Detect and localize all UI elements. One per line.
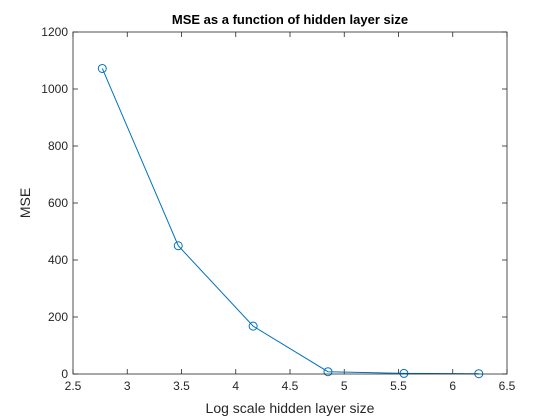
y-tick-label: 400 (48, 253, 68, 267)
chart-title: MSE as a function of hidden layer size (172, 12, 408, 27)
y-tick-label: 800 (48, 139, 68, 153)
y-tick-label: 1000 (41, 82, 68, 96)
x-tick-label: 2.5 (65, 379, 82, 393)
ticks: 2.5 3 3.5 4 4.5 5 5.5 6 6.5 0 200 400 600 800 1000 1200 (41, 25, 515, 393)
data-point-marker (173, 241, 183, 251)
y-axis-title: MSE (17, 188, 33, 218)
x-tick-label: 5.5 (390, 379, 407, 393)
x-tick-label: 6 (449, 379, 456, 393)
y-tick-label: 200 (48, 310, 68, 324)
x-tick-label: 6.5 (499, 379, 516, 393)
x-tick-label: 5 (341, 379, 348, 393)
axes-box (72, 31, 508, 375)
y-tick-label: 0 (61, 367, 68, 381)
x-tick-label: 4.5 (282, 379, 299, 393)
y-tick-label: 1200 (41, 25, 68, 39)
data-point-marker (323, 367, 333, 377)
x-tick-label: 4 (232, 379, 239, 393)
x-axis-title: Log scale hidden layer size (206, 400, 375, 416)
plot-area (73, 32, 507, 374)
x-tick-label: 3.5 (173, 379, 190, 393)
x-tick-label: 3 (124, 379, 131, 393)
data-point-marker (97, 63, 107, 73)
data-point-marker (399, 368, 409, 378)
data-point-marker (248, 321, 258, 331)
y-tick-label: 600 (48, 196, 68, 210)
series-layer (97, 63, 484, 379)
series-line (101, 68, 479, 375)
